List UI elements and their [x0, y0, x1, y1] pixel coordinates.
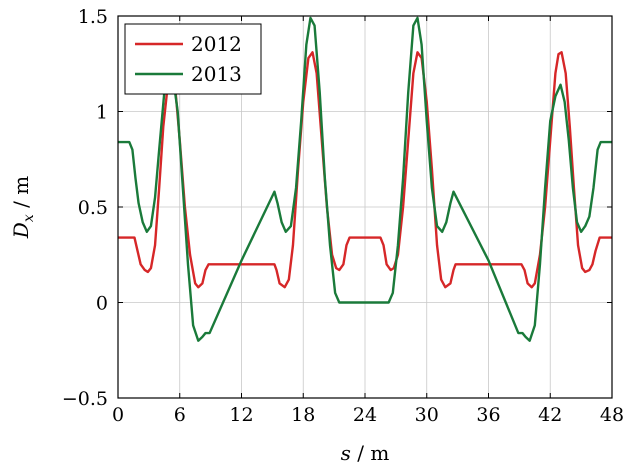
x-axis-label: s / m — [341, 441, 390, 465]
y-tick-label: 0 — [96, 293, 108, 315]
legend-label-2012: 2012 — [191, 32, 242, 56]
x-tick-label: 48 — [600, 404, 624, 426]
x-tick-label: 30 — [415, 404, 439, 426]
x-tick-label: 12 — [229, 404, 253, 426]
axis-ticks: 0 6 12 18 24 30 36 42 48−0.500.511.5 — [62, 6, 624, 426]
y-tick-label: 1.5 — [78, 6, 108, 28]
legend: 2012 2013 — [124, 23, 262, 95]
x-tick-label: 36 — [476, 404, 500, 426]
x-tick-label: 18 — [291, 404, 315, 426]
x-tick-label: 0 — [112, 404, 124, 426]
y-tick-label: −0.5 — [62, 388, 108, 410]
legend-box — [124, 23, 262, 95]
x-tick-label: 24 — [353, 404, 377, 426]
y-tick-label: 1 — [96, 102, 108, 124]
y-tick-label: 0.5 — [78, 197, 108, 219]
y-axis-label: Dx / m — [9, 176, 37, 239]
legend-label-2013: 2013 — [191, 62, 242, 86]
x-tick-label: 6 — [174, 404, 186, 426]
x-tick-label: 42 — [538, 404, 562, 426]
